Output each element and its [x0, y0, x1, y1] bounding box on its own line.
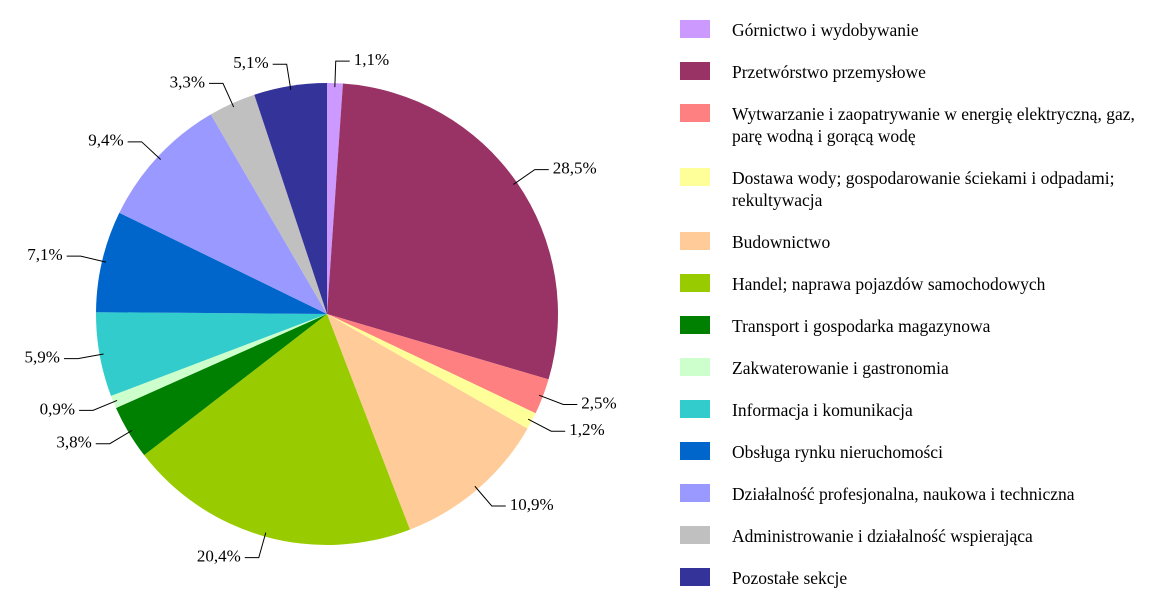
legend-label: Transport i gospodarka magazynowa [732, 316, 991, 336]
legend-swatch [680, 20, 710, 38]
leader-line [513, 169, 549, 185]
legend-swatch [680, 232, 710, 250]
legend-swatch [680, 62, 710, 80]
legend-label: Informacja i komunikacja [732, 400, 913, 420]
legend-swatch [680, 274, 710, 292]
leader-line [208, 82, 235, 108]
pie-slice [327, 314, 549, 414]
legend-item: Informacja i komunikacja [680, 399, 1150, 421]
legend-swatch [680, 316, 710, 334]
pie-slice [327, 83, 558, 380]
leader-line [79, 399, 118, 411]
pie-slice [95, 312, 327, 396]
legend-label: Obsługa rynku nieruchomości [732, 442, 943, 462]
legend-item: Budownictwo [680, 231, 1150, 253]
legend-item: Administrowanie i działalność wspierając… [680, 525, 1150, 547]
pie-slice [111, 314, 327, 408]
legend-label: Górnictwo i wydobywanie [732, 20, 919, 40]
legend-swatch [680, 442, 710, 460]
leader-line [527, 418, 566, 432]
leader-line [66, 255, 107, 263]
legend-swatch [680, 358, 710, 376]
legend-swatch [680, 104, 710, 122]
pie-slice [327, 314, 528, 530]
data-label: 20,4% [197, 547, 241, 566]
data-label: 1,2% [569, 420, 604, 439]
legend-label: Administrowanie i działalność wspierając… [732, 526, 1033, 546]
data-label: 2,5% [581, 393, 616, 412]
leader-line [244, 532, 267, 559]
data-label: 10,9% [510, 495, 554, 514]
legend-swatch [680, 568, 710, 586]
legend-label: Działalność profesjonalna, naukowa i tec… [732, 484, 1075, 504]
leader-line [95, 429, 133, 445]
legend-item: Dostawa wody; gospodarowanie ściekami i … [680, 167, 1150, 211]
data-label: 7,1% [27, 245, 62, 264]
legend-item: Handel; naprawa pojazdów samochodowych [680, 273, 1150, 295]
leader-line [127, 141, 162, 160]
legend-label: Dostawa wody; gospodarowanie ściekami i … [732, 168, 1115, 210]
data-label: 1,1% [354, 50, 389, 69]
legend-label: Przetwórstwo przemysłowe [732, 62, 926, 82]
pie-slice [96, 212, 327, 314]
pie-slice [119, 114, 327, 314]
legend-item: Transport i gospodarka magazynowa [680, 315, 1150, 337]
legend-swatch [680, 526, 710, 544]
pie-slice [327, 83, 343, 314]
data-label: 5,1% [233, 53, 268, 72]
legend-swatch [680, 168, 710, 186]
data-label: 3,3% [170, 72, 205, 91]
legend-item: Wytwarzanie i zaopatrywanie w energię el… [680, 103, 1150, 147]
legend-label: Budownictwo [732, 232, 831, 252]
legend-swatch [680, 400, 710, 418]
data-label: 3,8% [56, 433, 91, 452]
data-label: 28,5% [553, 159, 597, 178]
data-label: 0,9% [40, 399, 75, 418]
legend-item: Przetwórstwo przemysłowe [680, 61, 1150, 83]
legend-label: Wytwarzanie i zaopatrywanie w energię el… [732, 104, 1135, 146]
pie-slice [144, 314, 410, 545]
legend-item: Działalność profesjonalna, naukowa i tec… [680, 483, 1150, 505]
legend-item: Obsługa rynku nieruchomości [680, 441, 1150, 463]
legend-item: Górnictwo i wydobywanie [680, 19, 1150, 41]
leader-line [538, 394, 578, 405]
leader-line [272, 63, 292, 90]
data-label: 9,4% [88, 131, 123, 150]
pie-slice [327, 314, 536, 429]
legend-item: Zakwaterowanie i gastronomia [680, 357, 1150, 379]
data-label: 5,9% [25, 348, 60, 367]
leader-line [474, 485, 506, 507]
legend-item: Pozostałe sekcje [680, 567, 1150, 589]
leader-line [334, 60, 350, 88]
legend-label: Handel; naprawa pojazdów samochodowych [732, 274, 1046, 294]
legend-label: Pozostałe sekcje [732, 568, 848, 588]
leader-line [63, 353, 104, 360]
pie-slice [115, 314, 327, 456]
legend-label: Zakwaterowanie i gastronomia [732, 358, 949, 378]
legend-swatch [680, 484, 710, 502]
pie-slice [254, 83, 327, 314]
pie-slice [210, 94, 327, 315]
